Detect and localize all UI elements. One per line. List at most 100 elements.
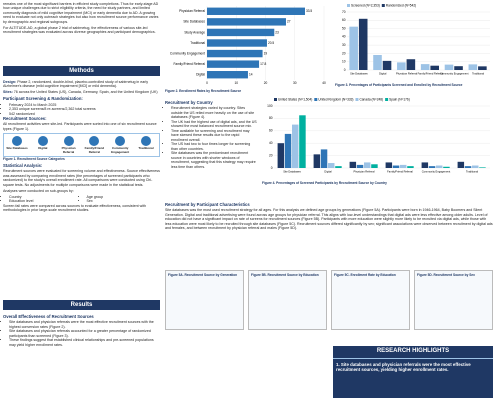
y-tick-label: 100 (267, 104, 273, 108)
bar (207, 18, 286, 26)
x-tick-label: 30 (293, 81, 297, 85)
bar (382, 60, 392, 70)
bullet: Site databases and physician referrals w… (9, 320, 160, 329)
heading: Participant Screening & Randomization: (3, 96, 83, 102)
legend-swatch (314, 98, 318, 101)
icon: Traditional (135, 135, 157, 155)
bullet: The US had two to four times longer for … (171, 142, 257, 151)
bar (207, 71, 248, 79)
y-tick-label: Physician Referral (179, 9, 205, 13)
bar (406, 59, 416, 70)
icon-circle (115, 135, 126, 146)
bar (356, 164, 364, 168)
bullet: 542 randomized (9, 112, 160, 116)
bar (428, 166, 436, 168)
caption: Figure 3. Percentages of Participants Sc… (335, 83, 463, 87)
highlight: 1. Site databases and physician referral… (336, 361, 471, 373)
legend-swatch (347, 4, 350, 7)
bar (464, 166, 472, 168)
x-tick-label: 40 (322, 81, 326, 85)
x-tick-label: Traditional (466, 170, 478, 174)
legend-label: Canada (N=248) (359, 98, 383, 102)
bullet: Site databases was the predominant recru… (171, 151, 257, 169)
paragraph: Sites: 76 across the United States (US),… (3, 90, 160, 94)
y-tick-label: Family/Friend Referral (173, 62, 205, 66)
icon-label: Digital (38, 145, 48, 150)
bullet: February 2024 to March 2025 (9, 103, 160, 107)
icon-circle (140, 135, 151, 146)
paragraph: All recruitment activities were site-led… (3, 122, 157, 131)
highlights: RESEARCH HIGHLIGHTS 1. Site databases an… (333, 346, 493, 398)
bar (207, 39, 267, 47)
bar (371, 164, 378, 168)
section-header: Methods (3, 66, 160, 76)
y-tick-label: 0 (271, 166, 273, 170)
y-tick-label: 40 (342, 35, 346, 39)
bullet: Education level (9, 199, 83, 203)
x-tick-label: Physician Referral (396, 72, 417, 76)
bar (457, 161, 465, 168)
bar (407, 166, 414, 168)
paragraph: Site databases was the most used recruit… (165, 208, 493, 231)
icon: Site Databases (6, 135, 28, 155)
caption: Figure 5D. Recruitment Source by Sex (417, 273, 475, 277)
bar (420, 64, 430, 70)
results-characteristics: Recruitment by Participant Characteristi… (165, 202, 493, 232)
y-tick-label: 80 (269, 116, 273, 120)
bar (400, 164, 407, 168)
bar (385, 162, 393, 168)
legend-label: United Kingdom (N=333) (318, 98, 353, 102)
caption: Figure 5B. Recruitment Source by Educati… (251, 273, 319, 277)
icon-label: Family/Friend Referral (84, 145, 105, 154)
caption: Figure 5A. Recruitment Source by Generat… (168, 273, 238, 277)
bar (320, 149, 328, 168)
bar (313, 154, 321, 168)
value-label: 19 (264, 51, 268, 55)
legend-swatch (381, 4, 385, 7)
heading: Recruitment by Country (165, 100, 213, 105)
y-tick-label: 20 (342, 51, 346, 55)
text: Phase 2, randomized, double-blind, place… (3, 80, 149, 89)
bar (479, 167, 486, 168)
x-tick-label: Physician Referral (353, 170, 374, 174)
bar (207, 7, 305, 15)
y-tick-label: 20 (269, 153, 273, 157)
bar (207, 60, 260, 68)
x-tick-label: Digital (324, 170, 332, 174)
value-label: 17.8 (260, 62, 266, 66)
value-label: 27 (287, 20, 291, 24)
caption: Figure 2. Enrollment Rates by Recruitmen… (165, 89, 242, 93)
figure-panel: Figure 5B. Recruitment Source by Educati… (248, 270, 327, 330)
paragraph: Analyses were conducted on sub-groups by… (3, 188, 74, 193)
x-tick-label: Site Databases (283, 170, 301, 174)
bar (207, 49, 263, 58)
bar (358, 18, 368, 70)
x-tick-label: Family/Friend Referral (418, 72, 444, 76)
icon-label: Physician Referral (61, 145, 76, 154)
bar (349, 161, 357, 168)
bar (478, 66, 487, 70)
value-label: 20.5 (268, 41, 274, 45)
value-label: 23 (275, 30, 279, 34)
x-tick-label: Community Engagement (440, 72, 469, 76)
bar (421, 162, 429, 168)
bar (328, 163, 335, 168)
heading: Statistical Analysis: (3, 162, 43, 168)
icon: Physician Referral (58, 135, 80, 155)
label: Sites: (3, 90, 13, 95)
y-tick-label: Digital (196, 73, 205, 77)
figure-4: United States (N=1,504) United Kingdom (N… (267, 98, 490, 174)
legend-label: Spain (N=176) (389, 98, 410, 102)
bullet: Age group (87, 195, 161, 199)
bar (472, 165, 479, 168)
y-tick-label: Site Databases (183, 20, 205, 24)
icon-circle (63, 135, 74, 146)
icon-label: Community Engagement (111, 145, 130, 154)
bullet: 2,353 unique screens/8 re-screens/2,362 … (9, 107, 160, 111)
x-tick-label: 0 (206, 81, 208, 85)
legend-label: Randomized (N=542) (386, 4, 416, 8)
bar (335, 166, 342, 168)
x-tick-label: Digital (379, 72, 387, 76)
caption: Figure 4. Percentages of Screened Partic… (262, 181, 387, 185)
